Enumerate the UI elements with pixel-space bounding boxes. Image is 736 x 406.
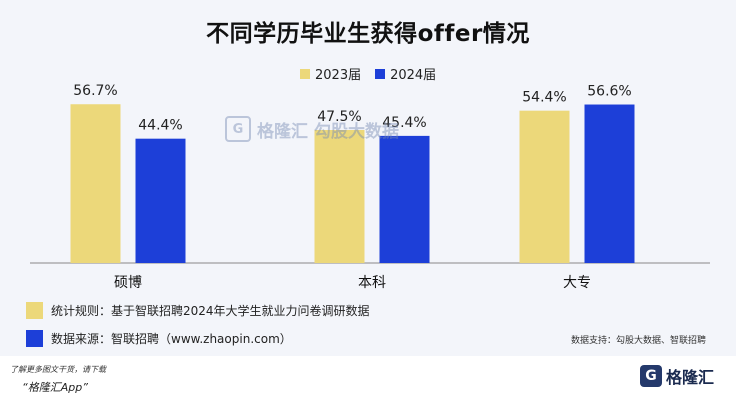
- data-label: 45.4%: [382, 115, 426, 131]
- legend-item-2024: 2024届: [375, 64, 436, 83]
- data-label: 47.5%: [317, 109, 361, 125]
- note-rule-text: 统计规则：基于智联招聘2024年大学生就业力问卷调研数据: [51, 303, 370, 318]
- data-label: 54.4%: [522, 90, 566, 106]
- download-hint: 了解更多图文干货，请下载: [10, 365, 106, 374]
- legend-label-2024: 2024届: [390, 68, 437, 83]
- data-label: 56.7%: [73, 83, 117, 99]
- g-logo-icon: G: [225, 116, 251, 142]
- chart-card: 不同学历毕业生获得offer情况 2023届 2024届 56.7% 44.4% 硕…: [0, 0, 736, 356]
- note-rule: 统计规则：基于智联招聘2024年大学生就业力问卷调研数据: [26, 296, 370, 324]
- note-source: 数据来源：智联招聘（www.zhaopin.com）: [26, 324, 370, 352]
- app-logo-text: 格隆汇: [665, 368, 714, 387]
- data-label: 56.6%: [587, 84, 631, 100]
- chart-notes: 统计规则：基于智联招聘2024年大学生就业力问卷调研数据 数据来源：智联招聘（w…: [26, 296, 370, 352]
- legend-swatch-2024: [375, 68, 386, 79]
- app-logo[interactable]: G 格隆汇: [639, 364, 714, 388]
- data-support: 数据支持：勾股大数据、智联招聘: [570, 336, 706, 346]
- chart-title: 不同学历毕业生获得offer情况: [206, 21, 530, 47]
- g-logo-icon: G: [639, 365, 662, 387]
- watermark: G 格隆汇 勾股大数据: [225, 116, 399, 142]
- legend-swatch-2023: [300, 68, 310, 79]
- bar-2024届-本科: [379, 135, 430, 263]
- data-label: 44.4%: [138, 118, 182, 134]
- legend-label-2023: 2023届: [315, 68, 362, 83]
- note-swatch-blue: [26, 329, 43, 347]
- bar-2023届-大专: [519, 110, 570, 264]
- note-swatch-yellow: [26, 301, 43, 319]
- bar-chart: 56.7% 44.4% 硕博 47.5% 45.4% 本科 54.4% 56.6% 大专: [30, 83, 710, 291]
- bar-2023届-本科: [314, 130, 365, 263]
- x-tick-label: 硕博: [114, 274, 142, 291]
- note-source-text: 数据来源：智联招聘（www.zhaopin.com）: [51, 331, 292, 346]
- x-tick-label: 大专: [563, 275, 591, 291]
- legend-item-2023: 2023届: [300, 64, 361, 83]
- bar-2024届-大专: [584, 104, 635, 264]
- bar-2023届-硕博: [70, 104, 121, 264]
- watermark-brand: 格隆汇: [257, 121, 308, 142]
- x-tick-label: 本科: [358, 275, 386, 291]
- watermark-sub: 勾股大数据: [314, 121, 399, 142]
- app-name: “格隆汇App”: [22, 381, 88, 394]
- bar-2024届-硕博: [135, 138, 186, 263]
- chart-legend: 2023届 2024届: [300, 64, 436, 83]
